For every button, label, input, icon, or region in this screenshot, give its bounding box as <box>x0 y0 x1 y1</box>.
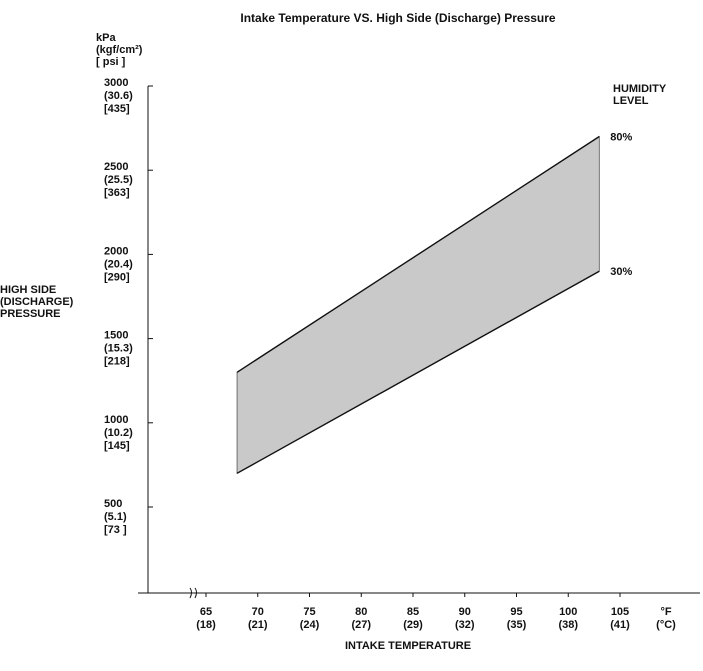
y-units: kPa (kgf/cm²) [ psi ] <box>96 32 143 68</box>
x-tick-label-100: 100 <box>559 606 577 618</box>
y-tick-psi-3000: [435] <box>104 103 130 115</box>
legend-title-line-2: LEVEL <box>613 95 649 107</box>
x-tick-label-65: 65 <box>200 606 212 618</box>
x-unit-c: (°C) <box>656 619 676 631</box>
x-tick-c-105: (41) <box>610 619 630 631</box>
series-label-80pct: 80% <box>610 132 632 144</box>
y-tick-psi-1500: [218] <box>104 356 130 368</box>
x-tick-c-90: (32) <box>455 619 475 631</box>
y-tick-label-3000: 3000 <box>104 77 128 89</box>
x-units: °F (°C) <box>656 606 676 631</box>
x-tick-c-80: (27) <box>351 619 371 631</box>
x-tick-label-95: 95 <box>510 606 522 618</box>
y-tick-label-500: 500 <box>104 498 122 510</box>
x-unit-f: °F <box>660 606 671 618</box>
y-unit-psi: [ psi ] <box>96 56 126 68</box>
series-line-30pct <box>236 270 600 474</box>
y-tick-label-1500: 1500 <box>104 330 128 342</box>
chart-title: Intake Temperature VS. High Side (Discha… <box>240 11 556 25</box>
y-tick-psi-2500: [363] <box>104 187 130 199</box>
x-axis-label: INTAKE TEMPERATURE <box>345 640 471 652</box>
y-tick-psi-1000: [145] <box>104 440 130 452</box>
y-tick-kgf-2500: (25.5) <box>104 174 133 186</box>
y-tick-psi-2000: [290] <box>104 271 130 283</box>
x-tick-label-70: 70 <box>252 606 264 618</box>
x-tick-label-75: 75 <box>303 606 315 618</box>
y-tick-kgf-2000: (20.4) <box>104 258 133 270</box>
y-unit-kpa: kPa <box>96 32 116 44</box>
y-tick-psi-500: [73 ] <box>104 524 127 536</box>
y-axis-label-line-1: HIGH SIDE <box>0 284 56 296</box>
y-axis-label-line-2: (DISCHARGE) <box>0 296 74 308</box>
legend-title: HUMIDITY LEVEL <box>613 83 667 107</box>
x-tick-label-80: 80 <box>355 606 367 618</box>
y-tick-kgf-500: (5.1) <box>104 511 127 523</box>
series-label-30pct: 30% <box>610 266 632 278</box>
legend-title-line-1: HUMIDITY <box>613 83 667 95</box>
y-tick-label-1000: 1000 <box>104 414 128 426</box>
humidity-band <box>236 135 600 475</box>
x-tick-c-95: (35) <box>507 619 527 631</box>
x-tick-c-75: (24) <box>300 619 320 631</box>
x-tick-label-90: 90 <box>459 606 471 618</box>
x-tick-c-70: (21) <box>248 619 268 631</box>
y-axis-label-line-3: PRESSURE <box>0 308 61 320</box>
x-tick-label-85: 85 <box>407 606 419 618</box>
plot-area: 80% 30% 3000(30.6)[435] 2500(25.5)[363] 2000… <box>104 77 700 631</box>
y-tick-label-2000: 2000 <box>104 245 128 257</box>
y-tick-kgf-1500: (15.3) <box>104 343 133 355</box>
y-unit-kgf: (kgf/cm²) <box>96 44 143 56</box>
x-tick-c-85: (29) <box>403 619 423 631</box>
x-tick-c-100: (38) <box>558 619 578 631</box>
y-tick-kgf-1000: (10.2) <box>104 427 133 439</box>
y-axis-label: HIGH SIDE (DISCHARGE) PRESSURE <box>0 284 74 320</box>
x-tick-label-105: 105 <box>611 606 629 618</box>
y-tick-label-2500: 2500 <box>104 161 128 173</box>
x-tick-c-65: (18) <box>196 619 216 631</box>
axis-break-mark <box>189 587 197 599</box>
series-line-80pct <box>236 135 600 373</box>
y-tick-kgf-3000: (30.6) <box>104 90 133 102</box>
